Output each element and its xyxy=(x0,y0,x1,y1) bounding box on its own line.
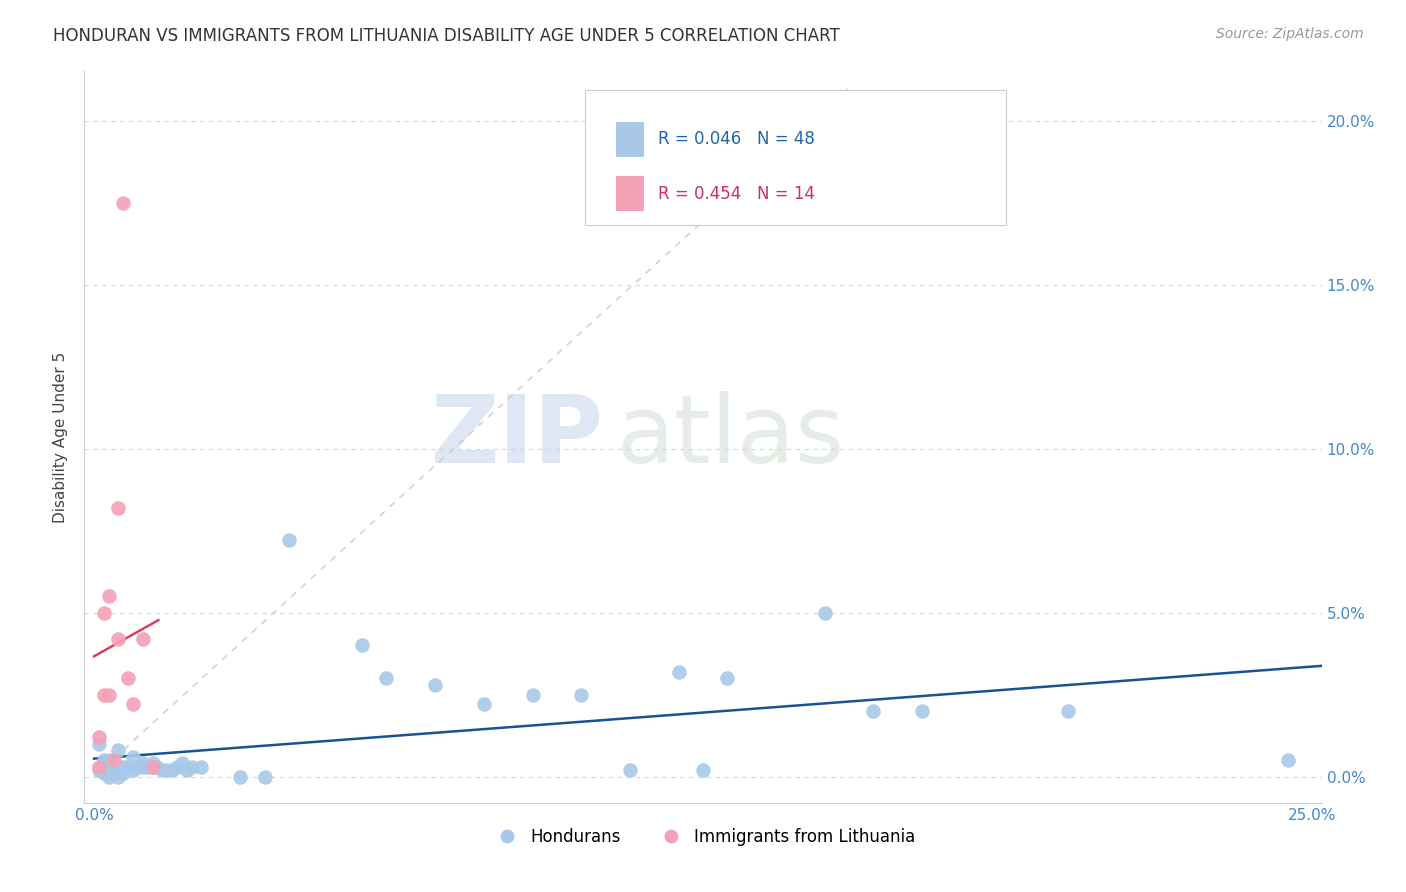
Text: R = 0.046   N = 48: R = 0.046 N = 48 xyxy=(658,130,815,148)
Point xyxy=(122,750,145,764)
Point xyxy=(107,743,129,757)
Point xyxy=(112,195,135,210)
Point xyxy=(112,766,135,780)
Text: HONDURAN VS IMMIGRANTS FROM LITHUANIA DISABILITY AGE UNDER 5 CORRELATION CHART: HONDURAN VS IMMIGRANTS FROM LITHUANIA DI… xyxy=(53,27,841,45)
Point xyxy=(668,665,690,679)
Point xyxy=(862,704,884,718)
Point xyxy=(911,704,934,718)
Point xyxy=(142,760,165,774)
Point xyxy=(569,688,592,702)
Y-axis label: Disability Age Under 5: Disability Age Under 5 xyxy=(53,351,69,523)
Point xyxy=(107,500,129,515)
Text: atlas: atlas xyxy=(616,391,845,483)
Point xyxy=(1277,753,1299,767)
Point xyxy=(692,763,714,777)
FancyBboxPatch shape xyxy=(616,176,644,211)
Point xyxy=(93,766,115,780)
Point xyxy=(156,763,179,777)
Point xyxy=(229,770,252,784)
Point xyxy=(107,632,129,646)
Legend: Hondurans, Immigrants from Lithuania: Hondurans, Immigrants from Lithuania xyxy=(484,822,922,853)
Point xyxy=(107,770,129,784)
FancyBboxPatch shape xyxy=(616,121,644,157)
Point xyxy=(176,763,198,777)
Point xyxy=(190,760,212,774)
Point xyxy=(132,632,155,646)
Point xyxy=(97,589,120,603)
Point xyxy=(350,638,373,652)
Point xyxy=(97,753,120,767)
Point xyxy=(103,763,125,777)
Point xyxy=(103,766,125,780)
Point xyxy=(93,688,115,702)
Point xyxy=(87,760,110,774)
Point xyxy=(132,760,155,774)
Point xyxy=(103,753,125,767)
Point xyxy=(278,533,301,548)
Point xyxy=(814,606,837,620)
Point xyxy=(142,756,165,771)
Point xyxy=(97,688,120,702)
Point xyxy=(180,760,202,774)
Point xyxy=(136,760,159,774)
Point xyxy=(472,698,495,712)
FancyBboxPatch shape xyxy=(585,89,1007,225)
Point xyxy=(716,671,738,685)
Point xyxy=(375,671,398,685)
Point xyxy=(122,698,145,712)
Point xyxy=(142,760,165,774)
Point xyxy=(619,763,641,777)
Point xyxy=(117,760,139,774)
Point xyxy=(522,688,544,702)
Point xyxy=(87,763,110,777)
Point xyxy=(97,770,120,784)
Point xyxy=(122,763,145,777)
Point xyxy=(93,606,115,620)
Point xyxy=(117,671,139,685)
Text: Source: ZipAtlas.com: Source: ZipAtlas.com xyxy=(1216,27,1364,41)
Point xyxy=(150,763,173,777)
Point xyxy=(423,678,446,692)
Point xyxy=(112,760,135,774)
Text: ZIP: ZIP xyxy=(432,391,605,483)
Point xyxy=(132,756,155,771)
Point xyxy=(93,753,115,767)
Point xyxy=(253,770,276,784)
Point xyxy=(166,760,188,774)
Point xyxy=(170,756,193,771)
Point xyxy=(1057,704,1080,718)
Text: R = 0.454   N = 14: R = 0.454 N = 14 xyxy=(658,185,815,202)
Point xyxy=(87,737,110,751)
Point xyxy=(160,763,183,777)
Point xyxy=(146,760,169,774)
Point xyxy=(87,730,110,744)
Point xyxy=(127,760,149,774)
